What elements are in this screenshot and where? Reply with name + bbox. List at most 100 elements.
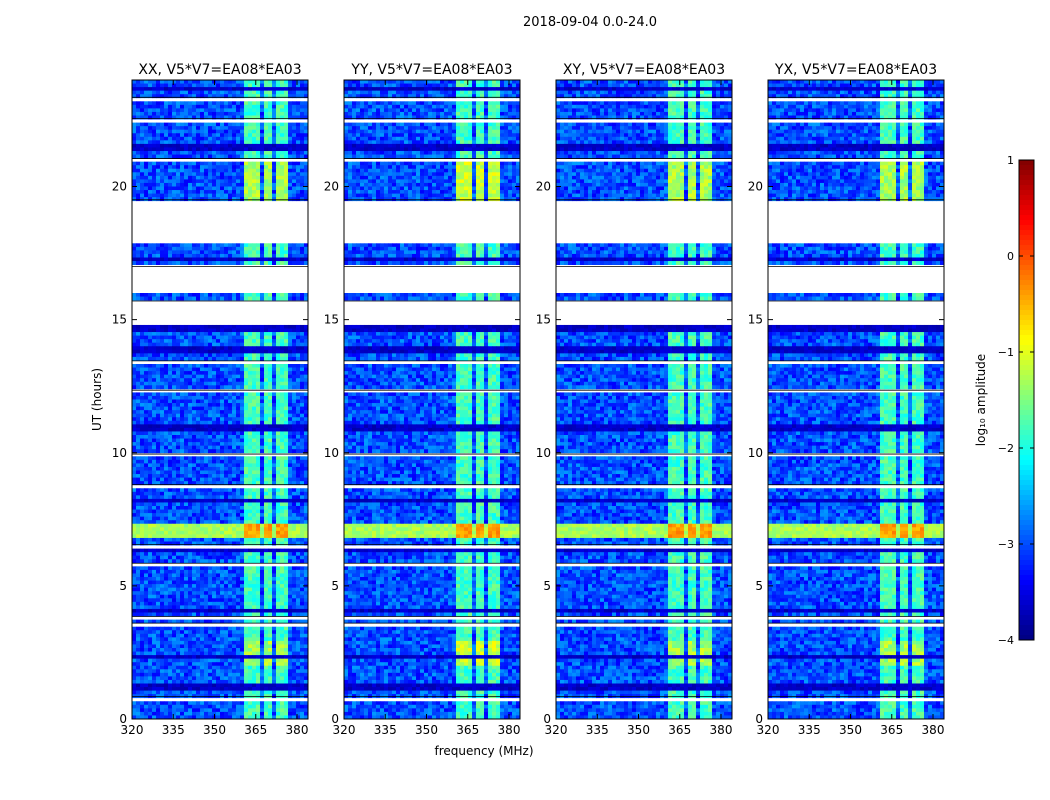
heatmap-cell <box>184 537 189 542</box>
heatmap-cell <box>260 353 265 358</box>
heatmap-cell <box>224 513 229 518</box>
heatmap-cell <box>244 378 249 383</box>
heatmap-cell <box>300 406 305 411</box>
heatmap-cell <box>252 111 257 116</box>
heatmap-cell <box>196 573 201 578</box>
heatmap-cell <box>152 175 157 180</box>
heatmap-cell <box>280 435 285 439</box>
heatmap-cell <box>172 143 177 148</box>
heatmap-cell <box>224 431 229 436</box>
heatmap-cell <box>140 165 145 170</box>
heatmap-cell <box>148 261 153 265</box>
heatmap-cell <box>300 296 305 301</box>
heatmap-cell <box>288 395 293 400</box>
heatmap-cell <box>136 420 141 425</box>
heatmap-cell <box>252 143 257 148</box>
heatmap-cell <box>256 534 261 539</box>
heatmap-cell <box>288 466 293 471</box>
heatmap-cell <box>220 186 225 191</box>
heatmap-cell <box>288 470 293 475</box>
heatmap-cell <box>304 328 309 333</box>
heatmap-cell <box>248 474 253 478</box>
heatmap-cell <box>260 371 265 376</box>
heatmap-cell <box>236 591 241 596</box>
heatmap-cell <box>284 481 289 486</box>
heatmap-cell <box>304 367 309 372</box>
heatmap-cell <box>232 569 237 574</box>
heatmap-cell <box>304 151 309 155</box>
heatmap-cell <box>200 346 205 351</box>
heatmap-cell <box>208 516 213 521</box>
heatmap-cell <box>280 534 285 539</box>
heatmap-cell <box>180 516 185 521</box>
heatmap-cell <box>200 587 205 592</box>
heatmap-cell <box>252 410 257 415</box>
heatmap-cell <box>256 133 261 138</box>
heatmap-cell <box>256 537 261 542</box>
heatmap-cell <box>208 445 213 450</box>
heatmap-cell <box>212 403 217 407</box>
heatmap-cell <box>268 530 273 535</box>
heatmap-cell <box>168 80 173 84</box>
heatmap-cell <box>144 463 149 468</box>
heatmap-cell <box>280 172 285 177</box>
heatmap-cell <box>200 122 205 127</box>
heatmap-cell <box>180 566 185 571</box>
heatmap-cell <box>168 378 173 383</box>
heatmap-cell <box>184 122 189 127</box>
heatmap-cell <box>160 445 165 450</box>
heatmap-cell <box>224 413 229 418</box>
heatmap-cell <box>156 168 161 173</box>
heatmap-cell <box>284 566 289 571</box>
heatmap-cell <box>160 598 165 603</box>
heatmap-cell <box>208 598 213 603</box>
heatmap-cell <box>288 488 293 493</box>
heatmap-cell <box>296 459 301 464</box>
heatmap-cell <box>276 186 281 191</box>
heatmap-cell <box>228 470 233 475</box>
heatmap-cell <box>200 101 205 106</box>
heatmap-cell <box>204 371 209 376</box>
heatmap-cell <box>248 104 253 109</box>
heatmap-cell <box>168 495 173 500</box>
heatmap-cell <box>184 569 189 574</box>
heatmap-cell <box>140 598 145 603</box>
heatmap-cell <box>176 424 181 429</box>
heatmap-cell <box>204 250 209 255</box>
heatmap-cell <box>164 413 169 418</box>
heatmap-cell <box>272 442 277 447</box>
heatmap-cell <box>216 136 221 141</box>
heatmap-cell <box>264 491 269 496</box>
heatmap-cell <box>304 257 309 262</box>
heatmap-cell <box>288 573 293 578</box>
heatmap-cell <box>208 413 213 418</box>
heatmap-cell <box>240 513 245 518</box>
heatmap-cell <box>136 80 141 84</box>
heatmap-cell <box>304 591 309 596</box>
heatmap-cell <box>184 541 189 546</box>
heatmap-cell <box>132 94 137 99</box>
heatmap-cell <box>288 179 293 184</box>
heatmap-cell <box>276 129 281 134</box>
heatmap-cell <box>212 108 217 113</box>
heatmap-cell <box>152 580 157 585</box>
heatmap-cell <box>144 328 149 333</box>
heatmap-cell <box>164 605 169 610</box>
heatmap-cell <box>224 406 229 411</box>
heatmap-cell <box>232 172 237 177</box>
heatmap-cell <box>268 410 273 415</box>
heatmap-cell <box>196 608 201 613</box>
heatmap-cell <box>252 151 257 155</box>
heatmap-cell <box>212 190 217 194</box>
heatmap-cell <box>244 541 249 546</box>
heatmap-cell <box>252 168 257 173</box>
heatmap-cell <box>220 466 225 471</box>
heatmap-cell <box>228 498 233 503</box>
heatmap-cell <box>216 481 221 486</box>
heatmap-cell <box>192 481 197 486</box>
heatmap-cell <box>300 442 305 447</box>
heatmap-cell <box>188 566 193 571</box>
heatmap-cell <box>172 349 177 354</box>
heatmap-cell <box>284 417 289 422</box>
heatmap-cell <box>168 498 173 503</box>
